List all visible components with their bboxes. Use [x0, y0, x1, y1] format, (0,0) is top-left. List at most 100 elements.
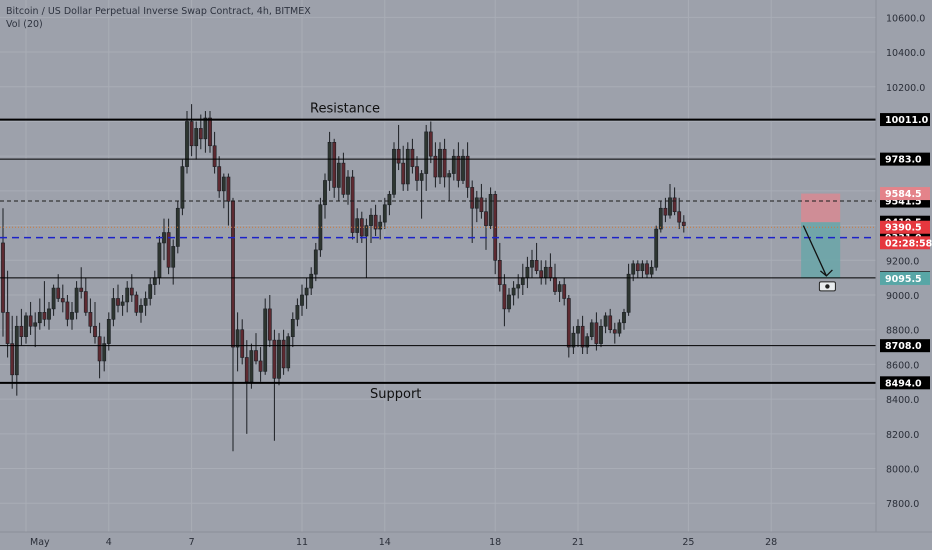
candle-body	[525, 266, 530, 278]
candle-body	[47, 308, 51, 320]
candle-body	[60, 298, 65, 303]
candle	[74, 281, 79, 320]
candle	[562, 277, 567, 306]
candle	[470, 180, 475, 243]
candle-body	[88, 312, 93, 327]
candle-body	[97, 336, 102, 362]
candle-body	[19, 325, 24, 337]
candle-body	[212, 145, 217, 167]
candle	[148, 277, 153, 306]
price-tag-label: 9390.5	[885, 223, 922, 234]
price-tag	[880, 271, 930, 285]
candle-body	[281, 339, 286, 369]
candle	[369, 208, 373, 243]
candle	[447, 170, 452, 202]
candle	[272, 329, 277, 441]
candle-body	[185, 121, 189, 167]
candle-body	[272, 339, 277, 379]
support-label: Support	[370, 387, 421, 402]
chart-header: Bitcoin / US Dollar Perpetual Inverse Sw…	[6, 5, 311, 31]
candle	[125, 281, 130, 313]
candle	[309, 267, 314, 296]
candle-body	[240, 329, 245, 358]
candle-body	[681, 221, 686, 226]
y-tick-label: 9000.0	[886, 291, 919, 302]
candle-body	[557, 284, 562, 292]
candle-body	[387, 194, 392, 206]
price-tag-label: 10011.0	[885, 115, 929, 126]
price-tag	[880, 339, 930, 353]
candle-body	[617, 322, 622, 334]
candle-body	[635, 263, 640, 272]
candle-body	[286, 336, 291, 369]
price-tag	[880, 113, 930, 127]
candle-body	[534, 260, 539, 272]
candle-body	[323, 180, 327, 206]
candle	[622, 308, 626, 330]
candle-body	[419, 173, 424, 181]
candle	[585, 333, 590, 355]
candle	[405, 142, 410, 191]
candle-body	[461, 155, 465, 181]
candle-body	[235, 329, 240, 348]
x-tick-label: 11	[296, 537, 308, 548]
candle-body	[189, 121, 194, 147]
candle-body	[346, 176, 350, 195]
candle	[507, 288, 511, 313]
candle	[10, 315, 15, 389]
candle	[240, 319, 245, 365]
candle-body	[410, 148, 415, 167]
candle-body	[120, 301, 125, 306]
candle	[323, 173, 327, 219]
candle	[102, 336, 107, 372]
price-tag	[880, 187, 930, 201]
candle	[37, 298, 42, 330]
candle	[571, 326, 576, 355]
candle-body	[327, 141, 332, 181]
candle	[461, 149, 465, 184]
candle	[419, 170, 424, 219]
candle-body	[631, 263, 636, 275]
candle	[295, 298, 300, 327]
candle	[392, 142, 396, 198]
candle	[580, 315, 585, 355]
time-axis-background	[0, 532, 932, 550]
candle-body	[447, 173, 452, 178]
candle	[189, 104, 194, 157]
candle-body	[208, 117, 212, 147]
candle	[111, 288, 116, 327]
candle-body	[369, 214, 373, 226]
candle	[203, 111, 208, 153]
candle-body	[304, 287, 309, 296]
candle-body	[74, 287, 79, 313]
candle-body	[10, 343, 15, 376]
candle	[180, 159, 185, 216]
price-tag	[880, 376, 930, 390]
candle	[208, 111, 212, 153]
candle	[645, 260, 649, 278]
candle-body	[677, 211, 682, 223]
price-tag-label: 9584.5	[885, 189, 922, 200]
candle	[332, 138, 337, 198]
candle	[60, 284, 65, 313]
candle-body	[378, 221, 383, 230]
candle-body	[125, 287, 130, 303]
candle-body	[42, 312, 47, 320]
candle	[336, 156, 341, 202]
price-tag-label: 8494.0	[885, 378, 922, 389]
x-tick-label: 4	[106, 537, 112, 548]
money-icon-dot	[825, 284, 830, 289]
candle-body	[566, 298, 571, 348]
candle-body	[562, 284, 567, 299]
candle	[194, 121, 199, 160]
candle	[355, 208, 360, 243]
candle	[681, 215, 686, 233]
candle	[442, 138, 447, 188]
horizontal-levels	[0, 118, 876, 384]
candle	[350, 170, 355, 240]
candle-body	[309, 273, 314, 289]
candle-body	[438, 148, 442, 178]
price-tag	[880, 152, 930, 166]
candle-body	[198, 128, 203, 140]
